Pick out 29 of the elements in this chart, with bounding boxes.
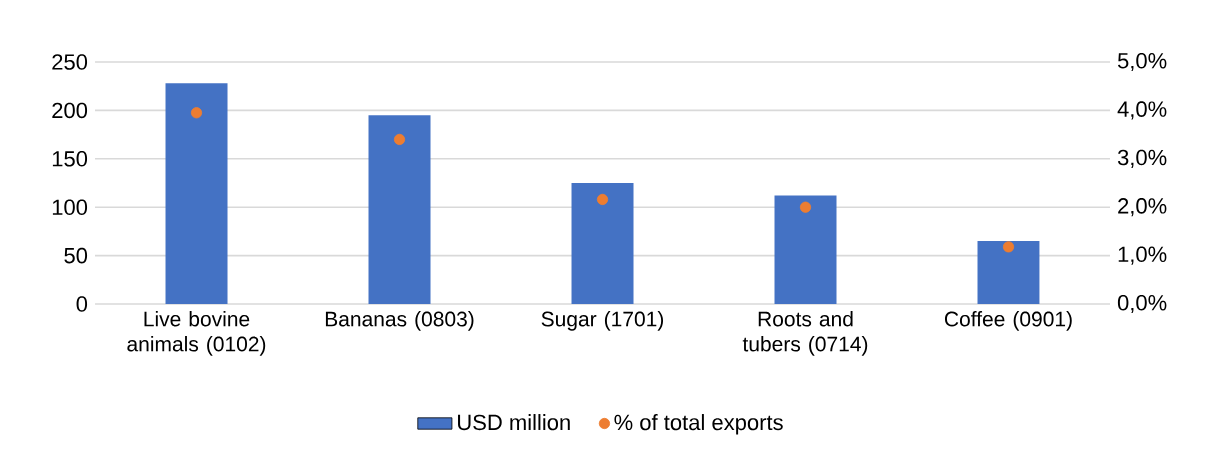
legend-label: % of total exports [614,414,783,435]
point [596,193,609,206]
y-tick-label: 100 [52,199,88,215]
y-tick-label: 0 [76,296,88,312]
legend-label: USD million [458,414,570,431]
point [393,133,406,146]
y2-tick-label: 1,0% [1118,246,1167,265]
y2-tick-label: 0,0% [1117,294,1167,314]
y2-tick-label: 3,0% [1117,149,1167,168]
y-tick-label: 250 [52,54,88,70]
bar [977,241,1040,304]
y2-tick-label: 4,0% [1117,101,1167,120]
bar [571,182,634,304]
point [799,201,812,213]
x-tick-label: Bananas (0803) [325,311,474,331]
bar [165,83,228,304]
x-tick-label: Live bovine animals (0102) [127,311,266,356]
y-tick-label: 150 [52,151,88,167]
point [190,107,203,119]
y-tick-label: 200 [52,102,88,119]
bar [774,195,837,304]
point [1002,241,1015,253]
y2-tick-label: 2,0% [1118,198,1167,217]
x-tick-label: Roots and tubers (0714) [742,311,868,356]
x-tick-label: Coffee (0901) [944,311,1072,331]
x-tick-label: Sugar (1701) [541,311,664,331]
bar [368,115,431,304]
y-tick-label: 50 [64,247,88,264]
y2-tick-label: 5,0% [1117,52,1167,72]
